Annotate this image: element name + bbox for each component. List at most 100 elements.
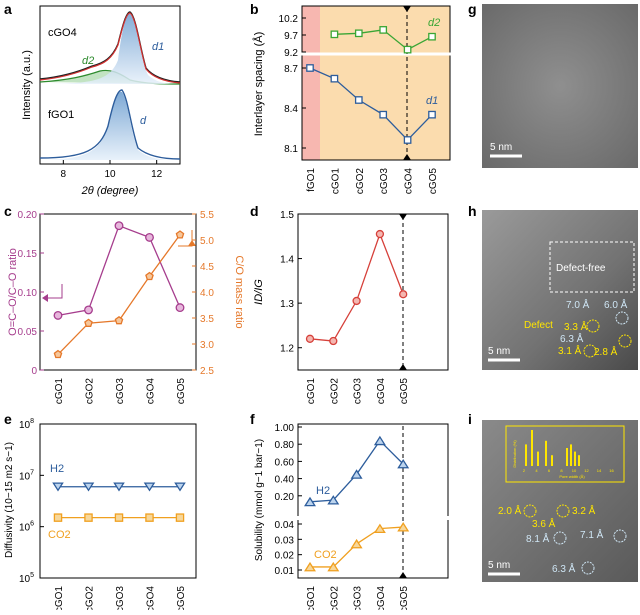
c-y-right-tick-label: 3.0: [200, 340, 214, 351]
f-y-tick-label: 0.80: [275, 440, 295, 451]
i-inset-x-tick-label: 2: [523, 468, 526, 473]
f-point: [304, 496, 316, 507]
i-inset-bar: [531, 430, 533, 466]
c-x-tick-label: cGO5: [176, 378, 187, 405]
f-y-tick-label: 0.20: [275, 492, 295, 503]
c-y-right-tick-label: 3.5: [200, 314, 214, 325]
tem-image-g: 5 nm: [482, 4, 638, 168]
b-label-d1: d1: [426, 95, 438, 107]
f-y-axis-label: Solubility (mmol g−1 bar−1): [254, 439, 265, 561]
b-series-line-d1: [309, 67, 433, 141]
h-pore-circle: [586, 319, 600, 333]
c-point: [84, 305, 93, 315]
defect-free-label: Defect-free: [556, 263, 606, 274]
b-point-d2: [354, 29, 363, 38]
defect-free-box: [549, 241, 635, 293]
defect-label: Defect: [524, 320, 553, 331]
fgo1-d-fill: [40, 91, 180, 160]
peak-label-d: d: [140, 115, 147, 127]
h-pore-label-3: 6.3 Å: [560, 332, 584, 345]
c-point: [114, 221, 124, 231]
panel-label-h: h: [468, 203, 477, 219]
c-point: [53, 310, 63, 320]
c-y-right-tick-label: 4.5: [200, 262, 214, 273]
sample-label-fgo1: fGO1: [48, 109, 74, 121]
b-y-tick-label: 9.2: [284, 48, 298, 59]
c-y-left-tick-label: 0.15: [18, 249, 38, 260]
c-y-axis-left-label: O=C–O/C–O ratio: [7, 248, 19, 336]
c-y-left-tick-label: 0.05: [18, 327, 38, 338]
e-y-axis-label: Diffusivity (10−15 m2 s−1): [4, 442, 15, 558]
b-point-d1: [354, 96, 363, 104]
c-y-axis-right-label: C/O mass ratio: [233, 255, 245, 328]
f-y-tick-label: 0.60: [275, 457, 295, 468]
e-x-tick-label: cGO5: [176, 586, 187, 610]
e-y-tick-label: 107: [19, 469, 34, 482]
i-inset-bar: [566, 448, 568, 466]
f-point: [327, 495, 340, 505]
h-pore-circle: [618, 334, 632, 348]
i-inset-x-tick-label: 4: [535, 468, 538, 473]
b-y-tick-label: 9.7: [284, 31, 298, 42]
panel-label-a: a: [4, 1, 12, 17]
c-y-right-tick-label: 4.0: [200, 288, 214, 299]
c-point: [53, 349, 63, 359]
h-scale-label: 5 nm: [488, 346, 510, 357]
panel-label-f: f: [250, 411, 255, 427]
i-inset-x-tick-label: 12: [584, 468, 589, 473]
d-x-tick-label: cGO2: [329, 378, 340, 405]
c-point: [84, 318, 93, 327]
f-x-tick-label: cGO1: [306, 586, 317, 610]
h-pore-label-2: 6.0 Å: [604, 298, 628, 311]
b-x-tick-label: cGO4: [404, 168, 415, 195]
f-point: [397, 522, 410, 532]
sample-label-cgo4: cGO4: [48, 27, 77, 39]
d-x-tick-label: cGO4: [376, 378, 387, 405]
a-y-axis-label: Intensity (a.u.): [21, 50, 33, 120]
e-label-h2: H2: [50, 463, 64, 475]
d-point: [305, 334, 315, 343]
f-x-tick-label: cGO3: [353, 586, 364, 610]
tem-image-i: 2 4 6 8 10 12 14 16 Pore width (Å) Distribution…: [482, 420, 638, 582]
i-inset-bar: [570, 444, 572, 466]
f-point: [350, 469, 363, 479]
e-point: [84, 513, 93, 522]
i-pore-circle: [523, 504, 537, 518]
d-y-tick-label: 1.2: [280, 344, 294, 355]
a-x-axis-label: 2θ (degree): [81, 185, 139, 197]
f-label-h2: H2: [316, 485, 330, 497]
h-pore-circle: [615, 311, 629, 325]
i-inset-x-tick-label: 10: [572, 468, 577, 473]
c-y-right-tick-label: 5.5: [200, 210, 214, 221]
i-inset-ylabel: Distribution (%): [512, 440, 517, 468]
e-point: [113, 482, 125, 492]
b-y-tick-label: 8.4: [284, 104, 298, 115]
e-point: [82, 482, 95, 492]
d-point: [399, 290, 408, 299]
f-y-tick-label: 0.03: [275, 535, 295, 546]
i-pore-circle: [613, 529, 627, 543]
f-label-co2: CO2: [314, 549, 337, 561]
a-x-tick-label: 10: [104, 169, 116, 180]
f-y-tick-label: 0.01: [275, 566, 295, 577]
i-inset-bar: [574, 451, 576, 466]
e-point: [175, 513, 185, 522]
c-point: [145, 271, 154, 281]
f-point: [304, 561, 316, 572]
c-x-tick-label: cGO2: [85, 378, 96, 405]
b-point-d2: [428, 32, 436, 41]
g-scale-label: 5 nm: [490, 142, 512, 153]
c-x-tick-label: cGO1: [54, 378, 65, 405]
b-label-d2: d2: [428, 17, 440, 29]
i-scale-label: 5 nm: [488, 560, 510, 571]
f-point: [327, 561, 340, 572]
c-point: [175, 303, 185, 313]
i-pore-label-3: 3.6 Å: [532, 517, 556, 530]
i-inset-x-tick-label: 6: [548, 468, 551, 473]
c-series-line: [57, 224, 181, 317]
i-inset-bar: [545, 440, 547, 466]
e-point: [174, 482, 186, 492]
panel-label-e: e: [4, 411, 12, 427]
c-y-left-tick-label: 0.20: [18, 210, 38, 221]
b-point-d1: [379, 110, 388, 119]
